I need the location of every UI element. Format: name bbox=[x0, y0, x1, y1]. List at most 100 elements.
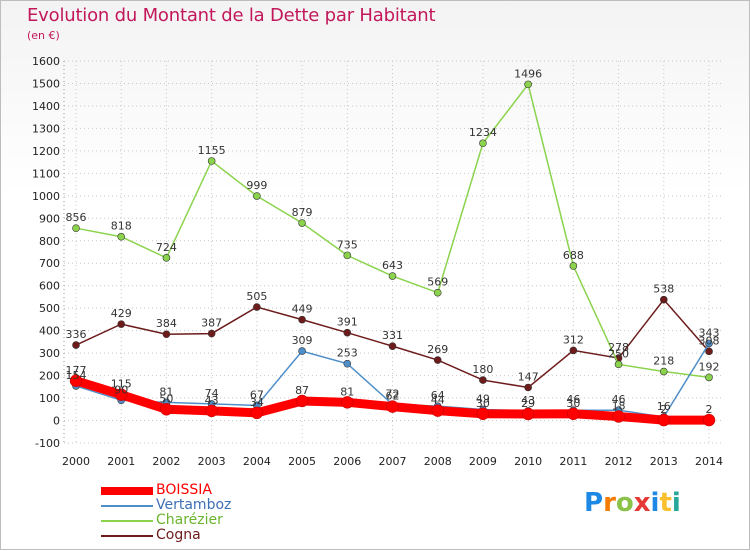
data-label-vertamboz: 43 bbox=[521, 394, 535, 407]
data-label-boissia: 30 bbox=[476, 397, 490, 410]
data-point-charzier bbox=[162, 254, 171, 262]
x-tick-label: 2013 bbox=[650, 455, 678, 468]
data-label-charzier: 643 bbox=[382, 259, 403, 272]
data-label-cogna: 312 bbox=[563, 333, 584, 346]
data-point-cogna bbox=[388, 342, 397, 350]
legend-label-vertamboz: Vertamboz bbox=[156, 497, 232, 513]
data-label-cogna: 336 bbox=[66, 328, 87, 341]
data-label-cogna: 269 bbox=[427, 343, 448, 356]
data-point-cogna bbox=[72, 341, 80, 349]
data-point-charzier bbox=[524, 80, 532, 89]
y-tick-label: 1200 bbox=[32, 145, 60, 158]
logo-letter: o bbox=[615, 488, 634, 518]
data-label-vertamboz: 74 bbox=[205, 387, 219, 400]
data-label-boissia: 30 bbox=[566, 397, 580, 410]
logo-letter: i bbox=[650, 488, 660, 518]
data-point-boissia bbox=[341, 396, 354, 409]
y-tick-label: 1400 bbox=[32, 100, 60, 113]
data-label-boissia: 44 bbox=[431, 394, 445, 407]
logo-letter: x bbox=[633, 488, 651, 518]
data-label-charzier: 192 bbox=[699, 360, 720, 373]
data-label-charzier: 569 bbox=[427, 276, 448, 289]
data-label-boissia: 18 bbox=[612, 399, 626, 412]
legend-label-cogna: Cogna bbox=[156, 527, 201, 543]
data-point-boissia bbox=[69, 374, 83, 388]
data-label-boissia: 62 bbox=[386, 390, 400, 403]
x-tick-label: 2002 bbox=[152, 455, 180, 468]
data-label-cogna: 278 bbox=[608, 341, 629, 354]
data-point-cogna bbox=[705, 347, 713, 356]
data-label-charzier: 1496 bbox=[514, 67, 542, 80]
data-point-boissia bbox=[250, 406, 264, 420]
data-label-charzier: 218 bbox=[653, 355, 674, 368]
x-tick-label: 2004 bbox=[243, 455, 271, 468]
data-label-vertamboz: 67 bbox=[250, 388, 264, 401]
data-point-charzier bbox=[569, 262, 578, 270]
data-point-boissia bbox=[386, 400, 399, 413]
data-point-charzier bbox=[343, 251, 352, 260]
y-tick-label: 1000 bbox=[32, 190, 60, 203]
data-label-vertamboz: 49 bbox=[476, 393, 490, 406]
y-tick-label: 1300 bbox=[32, 122, 60, 135]
data-label-cogna: 391 bbox=[337, 316, 358, 329]
x-tick-label: 2011 bbox=[559, 455, 587, 468]
data-point-boissia bbox=[612, 410, 625, 423]
data-point-boissia bbox=[295, 394, 309, 408]
data-point-cogna bbox=[117, 320, 126, 328]
data-point-vertamboz bbox=[298, 347, 306, 355]
legend-label-boissia: BOISSIA bbox=[156, 482, 212, 498]
data-point-charzier bbox=[388, 272, 397, 280]
data-point-boissia bbox=[567, 407, 580, 421]
data-label-charzier: 856 bbox=[66, 211, 87, 224]
data-label-charzier: 999 bbox=[246, 179, 267, 192]
data-label-charzier: 735 bbox=[337, 238, 358, 251]
data-point-vertamboz bbox=[705, 339, 713, 348]
data-label-boissia: 177 bbox=[66, 364, 87, 377]
data-label-cogna: 429 bbox=[111, 307, 132, 320]
data-point-cogna bbox=[569, 346, 578, 355]
logo-letter: r bbox=[603, 488, 616, 518]
chart-title: Evolution du Montant de la Dette par Hab… bbox=[27, 5, 436, 26]
data-label-vertamboz: 343 bbox=[699, 326, 720, 339]
x-tick-label: 2006 bbox=[333, 455, 361, 468]
data-point-charzier bbox=[298, 219, 306, 227]
logo-letter: P bbox=[584, 488, 604, 518]
x-tick-label: 2001 bbox=[107, 455, 135, 468]
legend-label-charezier: Charézier bbox=[156, 512, 223, 528]
data-label-charzier: 724 bbox=[156, 241, 177, 254]
data-point-vertamboz bbox=[343, 359, 352, 368]
data-label-cogna: 387 bbox=[201, 317, 222, 330]
y-tick-label: 1600 bbox=[32, 55, 60, 68]
data-point-boissia bbox=[521, 407, 535, 421]
data-label-vertamboz: 46 bbox=[612, 393, 626, 406]
data-point-charzier bbox=[659, 367, 668, 376]
y-tick-label: -100 bbox=[35, 437, 60, 450]
legend-item-boissia: BOISSIA bbox=[101, 482, 301, 498]
y-tick-label: 0 bbox=[53, 415, 60, 428]
y-tick-label: 600 bbox=[39, 280, 60, 293]
logo-letter: i bbox=[671, 488, 681, 518]
data-label-boissia: 50 bbox=[159, 392, 173, 405]
legend-swatch-vertamboz bbox=[101, 505, 153, 507]
legend-swatch-cogna bbox=[101, 535, 153, 537]
data-point-charzier bbox=[479, 139, 487, 148]
data-point-cogna bbox=[479, 376, 487, 384]
x-tick-label: 2000 bbox=[62, 455, 90, 468]
data-point-boissia bbox=[657, 413, 671, 427]
data-label-cogna: 384 bbox=[156, 317, 177, 330]
y-tick-label: 800 bbox=[39, 235, 60, 248]
data-point-boissia bbox=[431, 404, 444, 417]
y-tick-label: 300 bbox=[39, 347, 60, 360]
data-label-cogna: 180 bbox=[472, 363, 493, 376]
legend-item-charezier: Charézier bbox=[101, 512, 301, 528]
data-label-boissia: 2 bbox=[706, 403, 713, 416]
data-label-cogna: 308 bbox=[699, 334, 720, 347]
data-point-charzier bbox=[207, 157, 216, 165]
data-label-boissia: 29 bbox=[521, 397, 535, 410]
legend-item-cogna: Cogna bbox=[101, 527, 301, 543]
x-tick-label: 2007 bbox=[379, 455, 407, 468]
data-label-vertamboz: 253 bbox=[337, 347, 358, 360]
y-tick-label: 500 bbox=[39, 302, 60, 315]
data-label-vertamboz: 154 bbox=[66, 369, 87, 382]
legend-item-vertamboz: Vertamboz bbox=[101, 497, 301, 513]
